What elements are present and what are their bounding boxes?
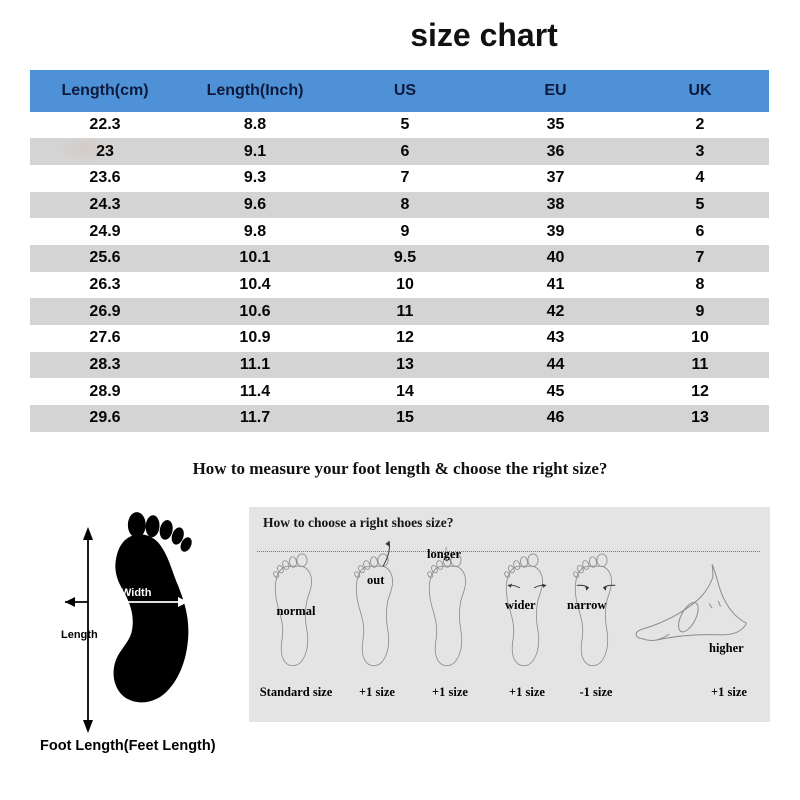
svg-text:Length: Length [61, 629, 98, 641]
svg-text:Width: Width [121, 587, 152, 599]
svg-text:Foot Length(Feet Length): Foot Length(Feet Length) [40, 738, 216, 754]
